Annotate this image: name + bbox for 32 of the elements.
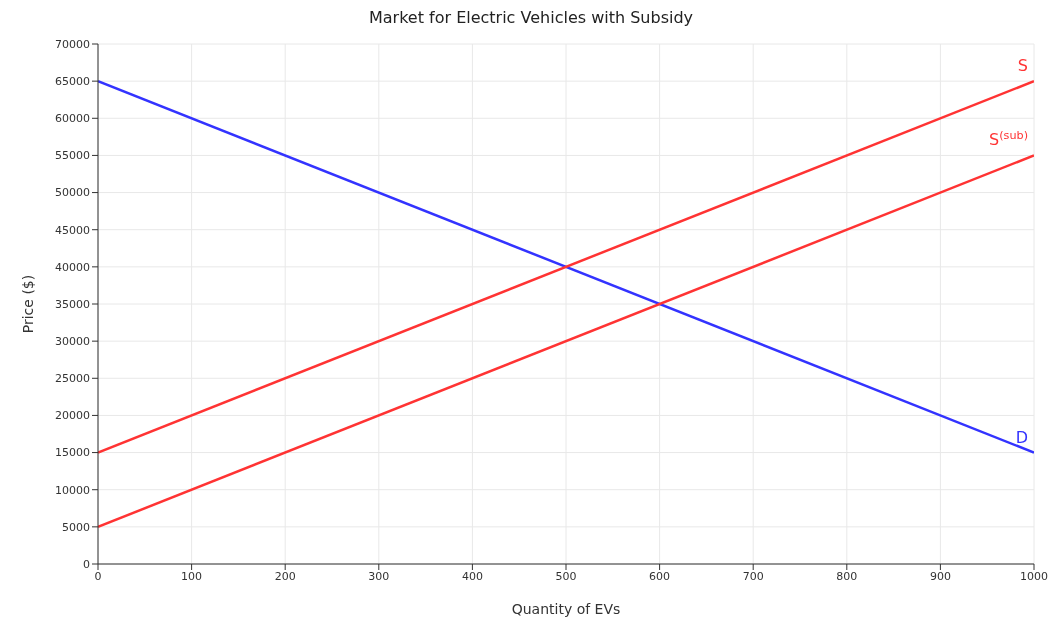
series-label: S$^{(sub)}$ <box>989 128 1028 150</box>
x-tick-label: 700 <box>742 569 764 583</box>
y-tick-label: 55000 <box>55 149 90 163</box>
x-tick-label: 300 <box>368 569 390 583</box>
y-tick-label: 25000 <box>55 372 90 386</box>
x-tick-label: 400 <box>461 569 483 583</box>
x-tick-label: 100 <box>181 569 203 583</box>
x-tick-label: 800 <box>836 569 858 583</box>
series-label: S <box>1017 56 1028 76</box>
y-tick-label: 70000 <box>55 37 90 51</box>
y-tick-label: 0 <box>83 557 90 571</box>
x-tick-label: 0 <box>94 569 102 583</box>
x-tick-label: 600 <box>649 569 671 583</box>
chart-title: Market for Electric Vehicles with Subsidy <box>367 8 695 29</box>
y-axis-title: Price ($) <box>19 274 36 334</box>
y-tick-label: 5000 <box>62 520 90 534</box>
x-tick-label: 1000 <box>1020 569 1048 583</box>
y-tick-label: 35000 <box>55 297 90 311</box>
y-tick-label: 65000 <box>55 75 90 89</box>
x-axis-title: Quantity of EVs <box>511 601 621 617</box>
y-tick-label: 50000 <box>55 186 90 200</box>
x-tick-label: 500 <box>555 569 577 583</box>
y-tick-label: 10000 <box>55 483 90 497</box>
x-tick-label: 900 <box>929 569 951 583</box>
y-tick-label: 45000 <box>55 223 90 237</box>
y-tick-label: 40000 <box>55 260 90 274</box>
y-tick-label: 15000 <box>55 446 90 460</box>
x-tick-label: 200 <box>274 569 296 583</box>
y-tick-label: 30000 <box>55 335 90 349</box>
y-tick-label: 20000 <box>55 409 90 423</box>
series-label: D <box>1015 427 1028 447</box>
y-tick-label: 60000 <box>55 112 90 126</box>
